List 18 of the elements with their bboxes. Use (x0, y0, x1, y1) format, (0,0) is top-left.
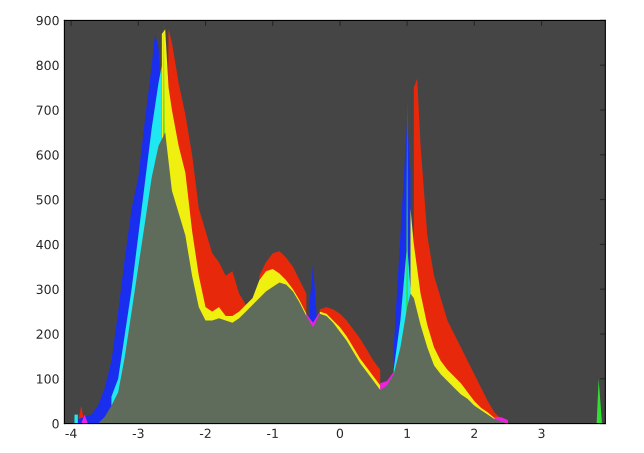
x-tick-label: -3 (132, 428, 144, 438)
x-tick-label: 0 (336, 428, 344, 438)
x-tick-label: 1 (404, 428, 410, 438)
y-tick-label: 800 (36, 60, 59, 70)
y-tick-label: 200 (36, 329, 59, 339)
x-tick-label: -1 (267, 428, 278, 438)
x-tick-label: -4 (66, 428, 77, 438)
y-tick-label: 700 (36, 105, 59, 115)
x-tick-label: -2 (200, 428, 210, 438)
y-tick-label: 0 (52, 419, 59, 428)
y-tick-label: 300 (36, 284, 59, 294)
y-tick-label: 600 (36, 150, 59, 160)
y-tick-label: 400 (36, 240, 59, 250)
y-tick-label: 900 (36, 16, 59, 26)
y-tick-label: 100 (37, 374, 59, 384)
x-tick-label: 3 (538, 428, 544, 438)
x-tick-label: 2 (471, 428, 478, 438)
y-tick-label: 500 (36, 195, 59, 204)
